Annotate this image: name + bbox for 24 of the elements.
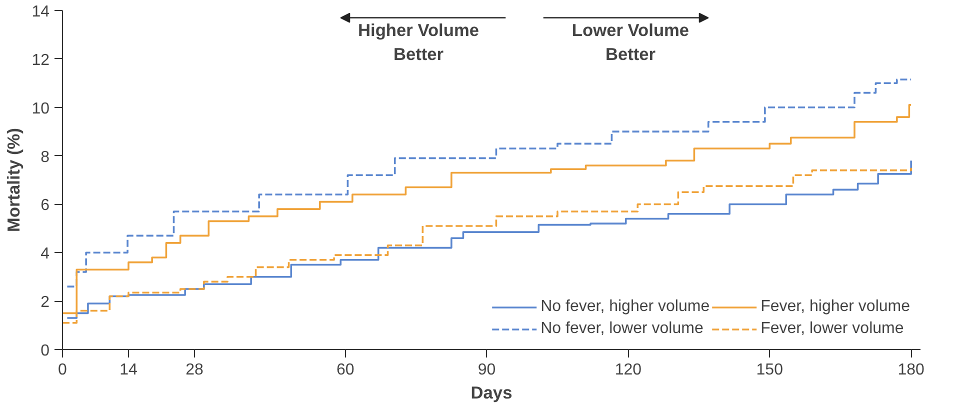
annotation: Higher Volume Better (358, 20, 480, 64)
legend-label: No fever, lower volume (540, 320, 704, 338)
annotation: Lower Volume Better (572, 20, 690, 64)
x-tick-label: 90 (478, 362, 496, 378)
x-tick-label: 180 (898, 362, 925, 378)
y-tick-label: 8 (40, 148, 50, 166)
legend-label: Fever, lower volume (760, 320, 904, 338)
y-axis-title: Mortality (%) (4, 128, 24, 232)
x-axis-title: Days (470, 382, 512, 402)
x-tick-label: 120 (614, 362, 642, 378)
y-tick-label: 2 (40, 294, 50, 312)
y-tick-label: 12 (32, 52, 50, 69)
y-tick-label: 6 (40, 197, 50, 214)
legend-label: No fever, higher volume (540, 298, 710, 316)
legend-label: Fever, higher volume (760, 298, 910, 316)
x-tick-label: 28 (186, 362, 204, 378)
y-tick-label: 4 (40, 246, 50, 263)
x-tick-label: 14 (120, 362, 138, 378)
x-tick-label: 0 (58, 362, 68, 378)
y-tick-label: 0 (40, 342, 50, 360)
x-tick-label: 60 (336, 362, 354, 378)
y-tick-label: 10 (32, 100, 50, 118)
y-tick-label: 14 (32, 4, 50, 20)
x-tick-label: 150 (756, 362, 784, 378)
